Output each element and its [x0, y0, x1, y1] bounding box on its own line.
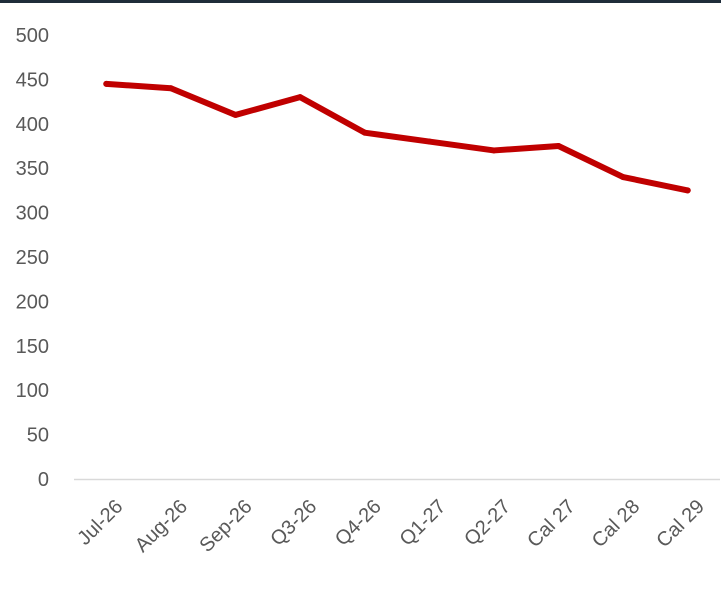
y-tick-label: 50 — [27, 425, 49, 447]
top-border-rule — [0, 0, 721, 3]
x-axis-ticks: Jul-26 Aug-26 Sep-26 Q3-26 Q4-26 Q1-27 Q2-27 Ca… — [73, 496, 708, 557]
x-tick-label: Cal 29 — [652, 496, 708, 552]
series-line — [103, 80, 691, 194]
data-point — [620, 174, 627, 181]
data-point — [490, 147, 497, 154]
y-tick-label: 450 — [16, 69, 49, 91]
x-tick-label: Jul-26 — [73, 496, 127, 550]
data-point — [297, 94, 304, 101]
data-point — [103, 80, 110, 87]
y-tick-label: 250 — [16, 247, 49, 269]
y-tick-label: 100 — [16, 380, 49, 402]
x-tick-label: Cal 28 — [588, 496, 644, 552]
data-point — [555, 143, 562, 149]
y-tick-label: 400 — [16, 114, 49, 136]
data-point — [426, 138, 433, 145]
data-point — [232, 111, 239, 118]
y-tick-label: 500 — [16, 25, 49, 47]
x-tick-label: Sep-26 — [195, 496, 256, 557]
y-tick-label: 150 — [16, 336, 49, 358]
data-point — [361, 129, 368, 136]
y-tick-label: 0 — [38, 469, 49, 491]
x-tick-label: Q1-27 — [396, 496, 451, 551]
x-tick-label: Q2-27 — [460, 496, 515, 551]
data-point — [684, 187, 691, 194]
series-group — [103, 80, 691, 194]
x-tick-label: Aug-26 — [131, 496, 192, 557]
y-tick-label: 300 — [16, 203, 49, 225]
y-axis-ticks: 0 50 100 150 200 250 300 350 400 450 500 — [16, 25, 49, 491]
y-tick-label: 350 — [16, 158, 49, 180]
x-tick-label: Q4-26 — [331, 496, 386, 551]
y-tick-label: 200 — [16, 291, 49, 313]
data-point — [167, 85, 174, 92]
x-tick-label: Q3-26 — [266, 496, 321, 551]
x-tick-label: Cal 27 — [523, 496, 579, 552]
